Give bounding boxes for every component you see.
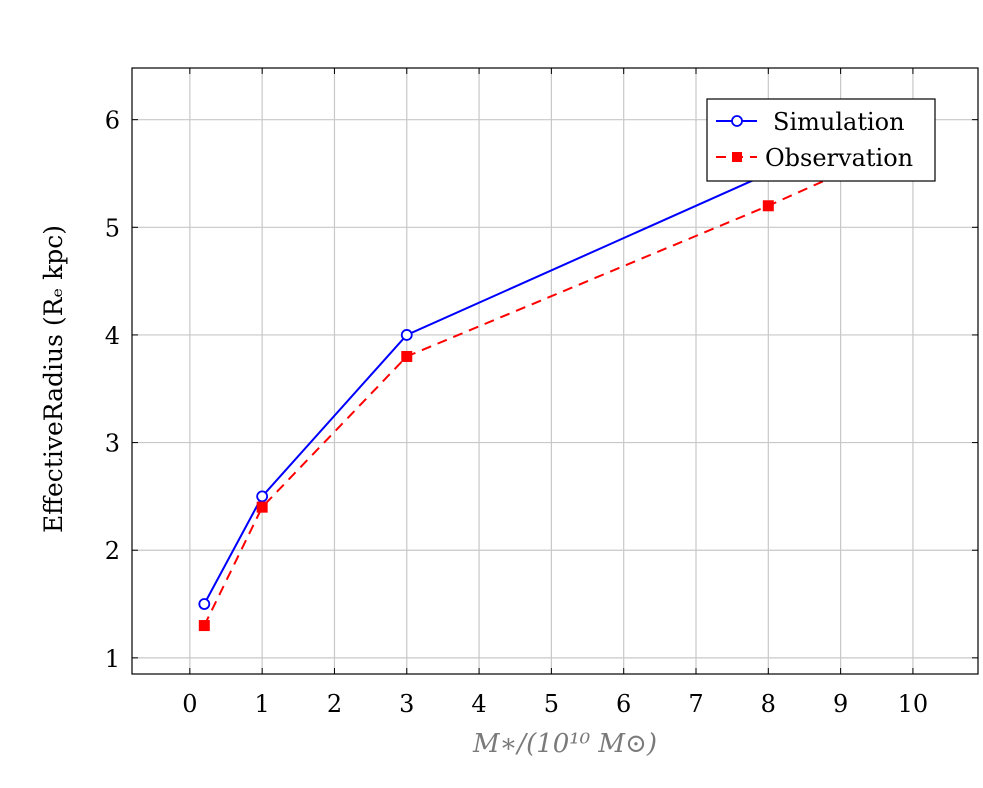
legend-label: Observation: [765, 144, 913, 172]
x-tick-label: 0: [182, 690, 197, 718]
legend-marker: [732, 152, 742, 162]
legend-marker: [731, 115, 743, 127]
x-tick-label: 9: [833, 690, 848, 718]
legend: Simulation Observation: [706, 98, 936, 182]
x-tick-label: 8: [761, 690, 776, 718]
y-tick-label: 6: [105, 107, 120, 135]
y-tick-label: 4: [105, 322, 120, 350]
y-tick-label: 5: [105, 214, 120, 242]
y-tick-label: 3: [105, 430, 120, 458]
legend-box: [706, 98, 936, 182]
y-axis-label: EffectiveRadius (Rₑ kpc): [39, 225, 68, 533]
x-tick-label: 6: [616, 690, 631, 718]
data-point: [256, 490, 269, 503]
y-tick-label: 2: [105, 537, 120, 565]
x-axis-label: M∗/(10¹⁰ M⊙): [472, 729, 657, 759]
data-point: [762, 200, 774, 212]
data-point: [256, 501, 268, 513]
x-tick-label: 3: [399, 690, 414, 718]
data-point: [198, 598, 211, 610]
series-line-observation: [203, 140, 914, 627]
legend-label: Simulation: [773, 108, 905, 136]
x-tick-label: 1: [255, 690, 270, 718]
y-tick-label: 1: [105, 645, 120, 673]
data-point: [400, 329, 413, 341]
series-line-simulation: [203, 118, 914, 605]
x-axis-ticks: 0 1 2 3 4 5 6 7 8 9 10: [182, 68, 928, 718]
x-tick-label: 7: [688, 690, 703, 718]
x-tick-label: 5: [544, 690, 559, 718]
series-group: [198, 113, 919, 632]
plot-frame: [131, 67, 979, 675]
x-tick-label: 10: [898, 690, 929, 718]
data-point: [198, 620, 210, 632]
data-point: [401, 350, 413, 362]
x-tick-label: 4: [471, 690, 486, 718]
y-axis-ticks: 1 2 3 4 5 6: [105, 107, 978, 673]
x-tick-label: 2: [327, 690, 342, 718]
